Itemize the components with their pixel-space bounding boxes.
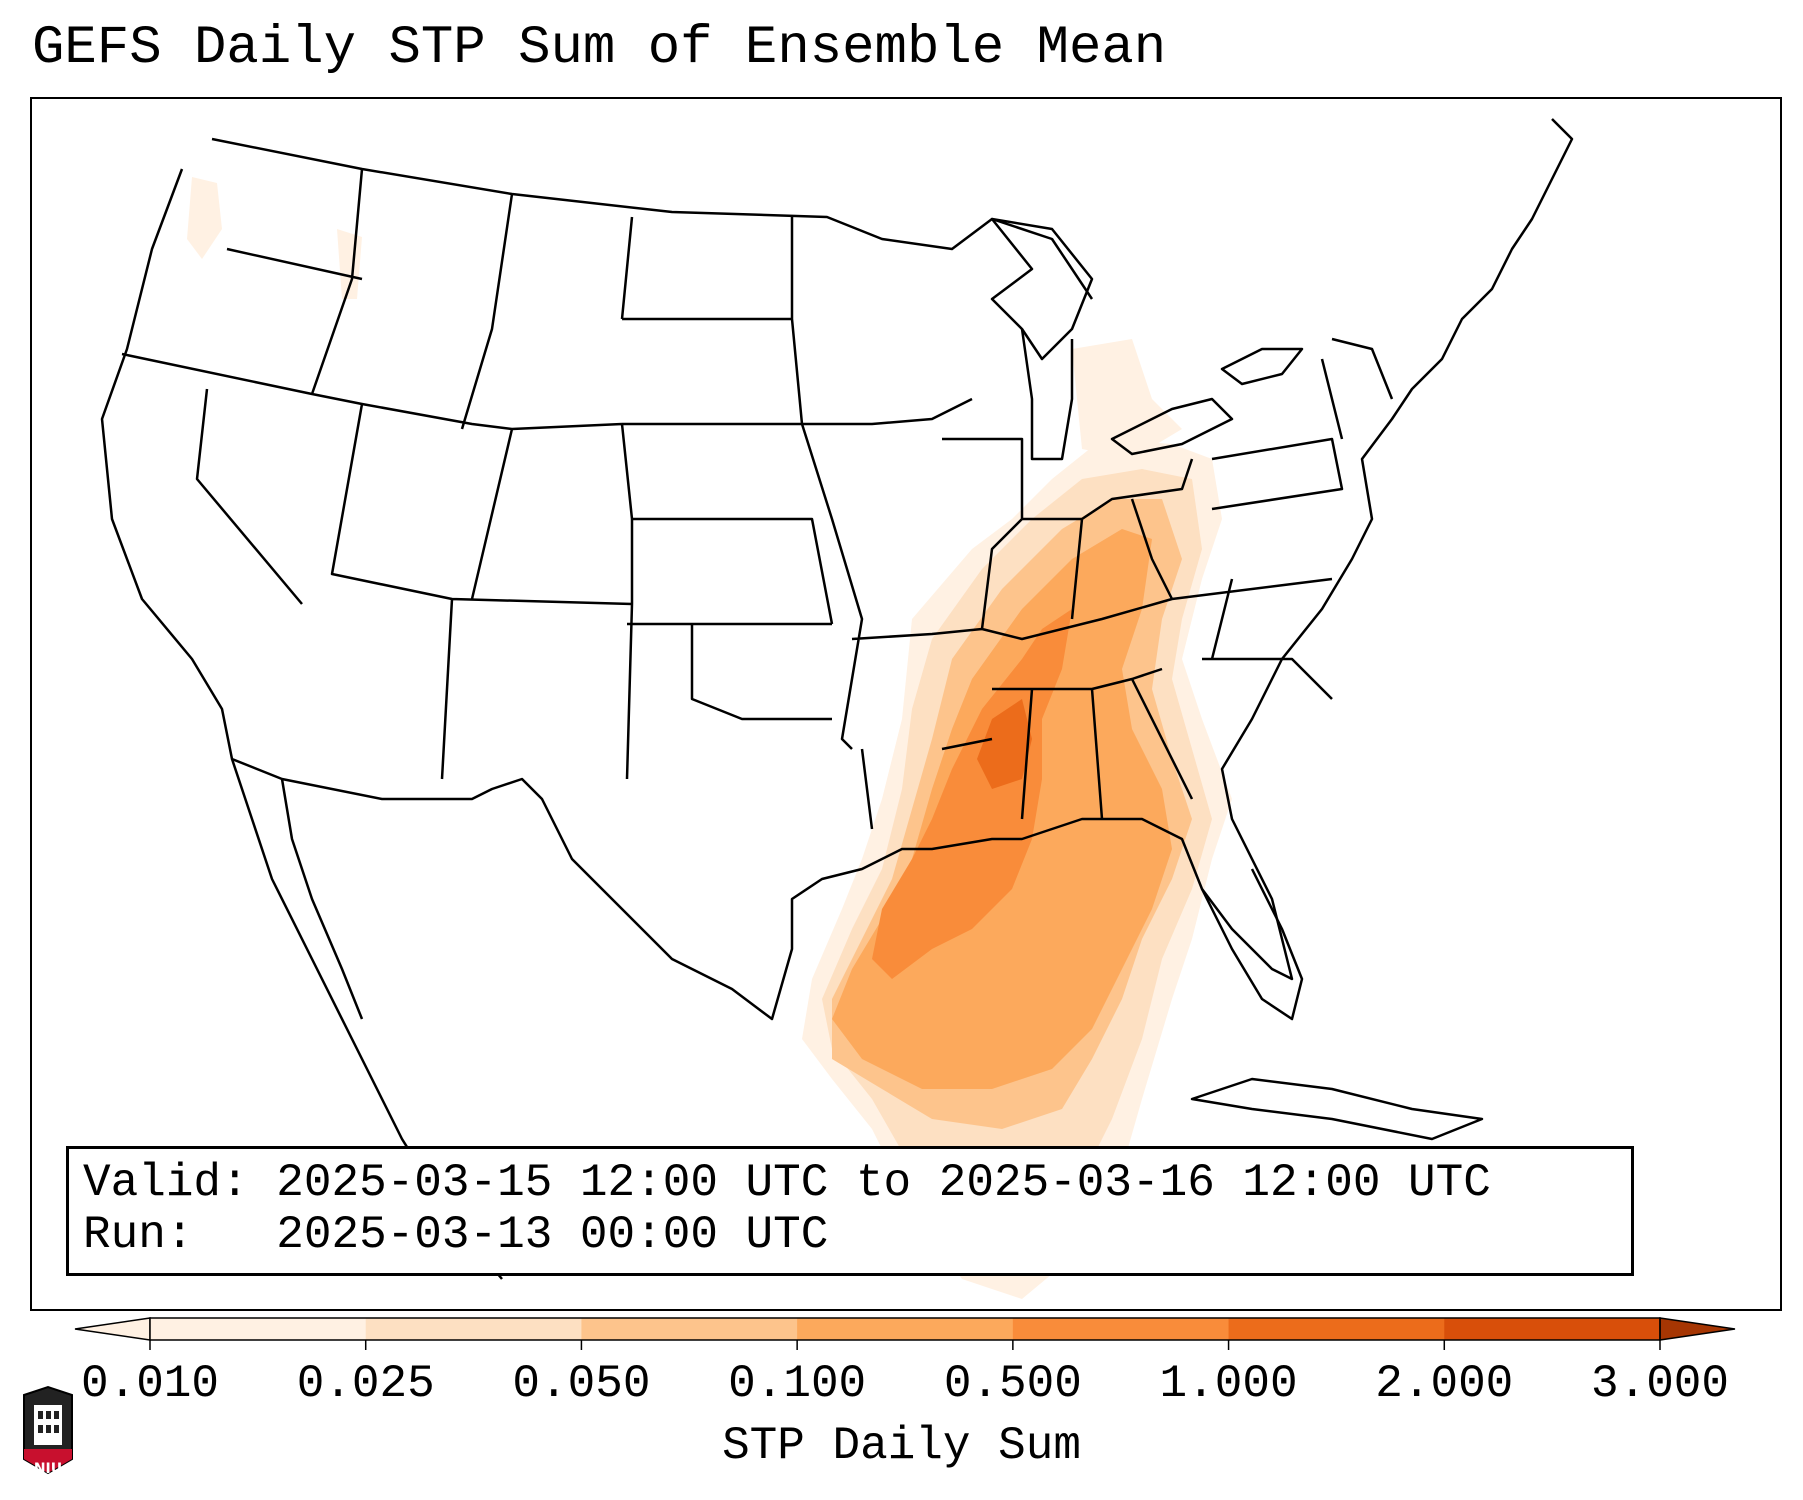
colorbar-segment bbox=[1228, 1318, 1445, 1340]
logo-text: NIU bbox=[33, 1461, 63, 1477]
colorbar-tick-label: 0.500 bbox=[943, 1358, 1082, 1410]
lake-erie bbox=[1110, 397, 1234, 456]
map-boundaries bbox=[100, 118, 1574, 1280]
valid-label: Valid: bbox=[83, 1157, 249, 1209]
colorbar bbox=[74, 1317, 1736, 1350]
shade-level-6 bbox=[977, 699, 1032, 789]
run-line: Run: 2025-03-13 00:00 UTC bbox=[83, 1209, 828, 1261]
map-panel bbox=[30, 97, 1782, 1311]
run-label: Run: bbox=[83, 1209, 194, 1261]
colorbar-segment bbox=[797, 1318, 1014, 1340]
niu-logo bbox=[23, 1385, 73, 1475]
colorbar-extend-max bbox=[1659, 1317, 1736, 1341]
colorbar-segment bbox=[365, 1318, 582, 1340]
info-box: Valid: 2025-03-15 12:00 UTC to 2025-03-1… bbox=[66, 1146, 1634, 1276]
colorbar-segment bbox=[581, 1318, 798, 1340]
canada-border bbox=[211, 137, 1094, 300]
colorbar-label: STP Daily Sum bbox=[722, 1420, 1081, 1472]
cuba bbox=[1190, 1077, 1484, 1141]
colorbar-tick-label: 0.100 bbox=[728, 1358, 867, 1410]
stp-shading bbox=[187, 177, 1232, 1299]
valid-value: 2025-03-15 12:00 UTC to 2025-03-16 12:00… bbox=[276, 1157, 1491, 1209]
colorbar-tick-label: 3.000 bbox=[1590, 1358, 1730, 1410]
colorbar-tick-label: 0.010 bbox=[80, 1358, 220, 1410]
map-svg bbox=[100, 118, 1574, 1299]
colorbar-extend-min bbox=[74, 1317, 151, 1341]
colorbar-segment bbox=[1444, 1318, 1661, 1340]
lake-ontario bbox=[1220, 347, 1304, 386]
colorbar-outline bbox=[149, 1317, 1661, 1341]
florida bbox=[1200, 868, 1304, 1021]
us-outline bbox=[100, 118, 1574, 1021]
colorbar-segment bbox=[1012, 1318, 1230, 1340]
shade-pacific-nw bbox=[187, 177, 222, 259]
lake-michigan bbox=[1020, 328, 1074, 461]
colorbar-tick-label: 2.000 bbox=[1375, 1358, 1514, 1410]
logo-band bbox=[24, 1449, 72, 1473]
valid-line: Valid: 2025-03-15 12:00 UTC to 2025-03-1… bbox=[83, 1157, 1491, 1209]
colorbar-tick-label: 1.000 bbox=[1159, 1358, 1298, 1410]
shade-michigan bbox=[1072, 339, 1182, 459]
colorbar-segment bbox=[150, 1318, 367, 1340]
chart-title: GEFS Daily STP Sum of Ensemble Mean bbox=[32, 18, 1167, 79]
colorbar-tick-label: 0.050 bbox=[512, 1358, 651, 1410]
state-lines bbox=[121, 168, 1394, 830]
great-lakes bbox=[990, 217, 1094, 361]
baja bbox=[280, 778, 364, 1020]
colorbar-tick-label: 0.025 bbox=[296, 1358, 435, 1410]
run-value: 2025-03-13 00:00 UTC bbox=[276, 1209, 829, 1261]
